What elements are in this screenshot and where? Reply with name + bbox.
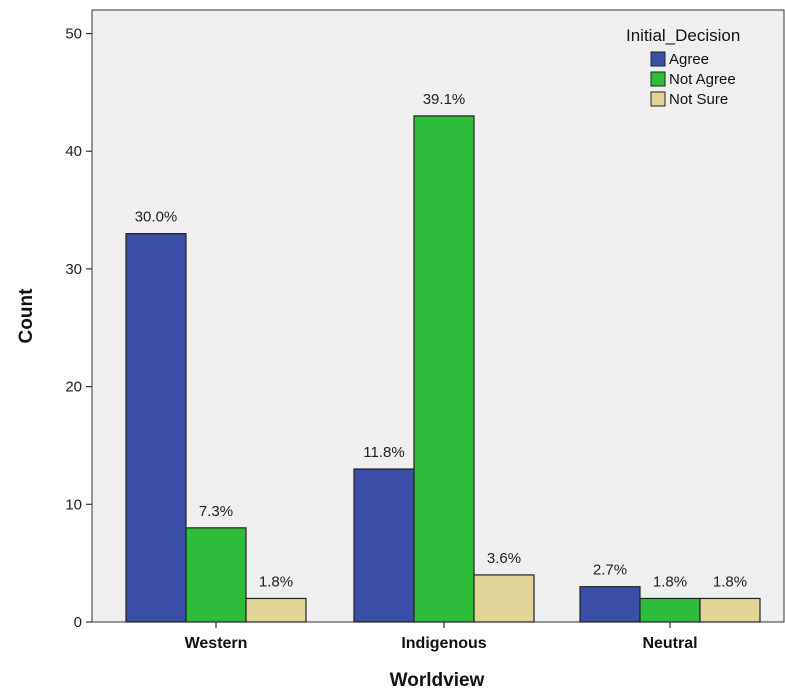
bar-agree-indigenous <box>353 468 415 623</box>
data-label: 1.8% <box>713 573 747 590</box>
y-axis-title: Count <box>16 288 37 344</box>
legend-label: Not Agree <box>669 71 736 88</box>
data-label: 1.8% <box>653 573 687 590</box>
bar-not-sure-western <box>245 597 307 623</box>
y-tick-label: 50 <box>65 26 82 43</box>
bar-agree-neutral <box>579 586 641 623</box>
bars-group <box>125 115 761 623</box>
legend-label: Agree <box>669 51 709 68</box>
y-tick-label: 20 <box>65 379 82 396</box>
legend-swatch <box>650 91 666 107</box>
bar-agree-western <box>125 233 187 623</box>
legend-swatch <box>650 71 666 87</box>
bar-not-agree-western <box>185 527 247 623</box>
bar-not-sure-neutral <box>699 597 761 623</box>
y-axis: 0 10 20 30 40 50 <box>65 26 92 631</box>
data-label: 3.6% <box>487 550 521 567</box>
x-tick-label: Indigenous <box>401 635 486 652</box>
legend-title: Initial_Decision <box>626 26 740 45</box>
bar-not-agree-neutral <box>639 597 701 623</box>
y-tick-label: 0 <box>74 614 82 631</box>
data-labels-group: 30.0% 7.3% 1.8% 11.8% 39.1% 3.6% 2.7% 1.8% 1.8% <box>135 91 747 591</box>
data-label: 2.7% <box>593 562 627 579</box>
bar-not-agree-indigenous <box>413 115 475 623</box>
data-label: 11.8% <box>363 444 404 461</box>
legend: Initial_Decision Agree Not Agree Not Sure <box>621 18 781 133</box>
y-tick-label: 10 <box>65 496 82 513</box>
data-label: 39.1% <box>423 91 466 108</box>
data-label: 7.3% <box>199 503 233 520</box>
legend-box <box>621 18 781 133</box>
legend-swatch <box>650 51 666 67</box>
y-tick-label: 40 <box>65 143 82 160</box>
x-tick-label: Western <box>185 635 248 652</box>
data-label: 1.8% <box>259 573 293 590</box>
x-axis-title: Worldview <box>390 670 485 691</box>
bar-not-sure-indigenous <box>473 574 535 623</box>
x-axis: Western Indigenous Neutral <box>185 622 698 652</box>
y-tick-label: 30 <box>65 261 82 278</box>
data-label: 30.0% <box>135 209 178 226</box>
legend-label: Not Sure <box>669 91 728 108</box>
x-tick-label: Neutral <box>642 635 697 652</box>
